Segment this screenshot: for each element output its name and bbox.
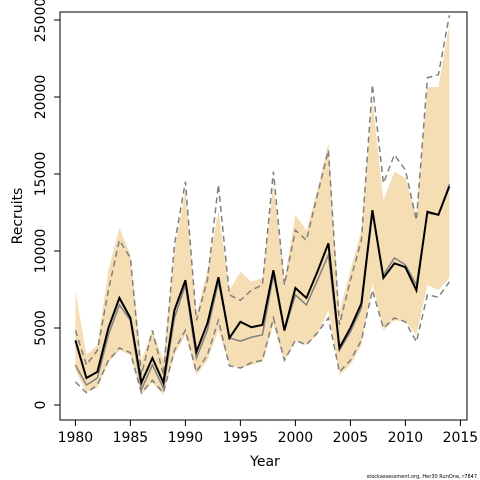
x-tick-label: 1990 xyxy=(168,430,204,446)
x-tick-label: 2010 xyxy=(388,430,424,446)
plot-frame xyxy=(59,11,468,421)
ci-line xyxy=(74,281,451,395)
x-tick-label: 2005 xyxy=(333,430,369,446)
y-tick-label: 20000 xyxy=(33,75,49,120)
y-tick-label: 5000 xyxy=(33,310,49,346)
y-tick-label: 0 xyxy=(33,401,49,410)
y-axis-label: Recruits xyxy=(10,188,26,245)
x-tick-label: 2015 xyxy=(443,430,479,446)
x-tick-label: 1985 xyxy=(113,430,149,446)
y-tick-label: 10000 xyxy=(33,229,49,274)
x-tick-label: 1980 xyxy=(58,430,94,446)
series-line xyxy=(74,185,451,387)
x-axis-label: Year xyxy=(249,454,280,470)
y-tick-label: 25000 xyxy=(33,0,49,42)
x-tick-label: 2000 xyxy=(278,430,314,446)
y-tick-label: 15000 xyxy=(33,152,49,197)
footnote: stockassessment.org, Her30 RunOne, r7847 xyxy=(367,474,477,480)
confidence-band xyxy=(75,24,450,395)
x-tick-label: 1995 xyxy=(223,430,259,446)
